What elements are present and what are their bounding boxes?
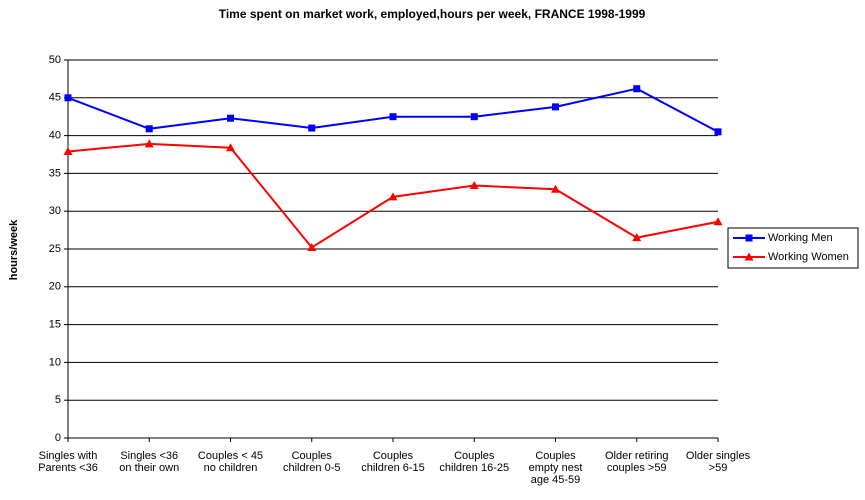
x-tick-label: Older retiring couples >59 xyxy=(604,450,669,474)
y-axis-label: hours/week xyxy=(8,219,20,280)
x-tick-label: Couples children 16-25 xyxy=(439,450,510,474)
y-tick-label: 40 xyxy=(49,130,61,142)
marker xyxy=(552,103,559,111)
x-tick-label: Couples children 0-5 xyxy=(283,450,341,474)
y-tick-label: 10 xyxy=(49,356,61,368)
y-tick-label: 35 xyxy=(49,167,61,179)
marker xyxy=(307,242,317,251)
marker xyxy=(470,113,478,121)
legend-label: Working Men xyxy=(768,232,833,244)
x-tick-label: Couples empty nest age 45-59 xyxy=(528,450,583,486)
marker xyxy=(63,146,73,155)
x-tick-label: Singles with Parents <36 xyxy=(38,450,98,474)
marker xyxy=(714,128,722,136)
x-tick-label: Couples < 45 no children xyxy=(197,450,264,474)
chart-title: Time spent on market work, employed,hour… xyxy=(219,7,646,21)
marker xyxy=(551,184,560,193)
marker xyxy=(713,217,723,226)
y-tick-label: 45 xyxy=(49,92,61,104)
y-tick-label: 5 xyxy=(55,394,61,406)
y-tick-label: 20 xyxy=(49,281,61,293)
marker xyxy=(632,233,642,242)
marker xyxy=(145,125,153,133)
marker xyxy=(388,192,398,201)
y-tick-label: 0 xyxy=(55,432,61,444)
y-tick-label: 50 xyxy=(49,54,61,66)
y-tick-label: 25 xyxy=(49,243,61,255)
y-tick-label: 15 xyxy=(49,319,61,331)
marker xyxy=(227,114,234,122)
x-tick-label: Older singles >59 xyxy=(685,450,751,474)
marker xyxy=(633,85,641,93)
marker xyxy=(64,94,72,102)
legend-marker xyxy=(745,234,753,242)
marker xyxy=(308,124,316,132)
marker xyxy=(226,143,235,152)
marker xyxy=(469,180,479,189)
legend-marker xyxy=(744,252,754,261)
series-line xyxy=(67,87,719,133)
marker xyxy=(389,113,397,121)
marker xyxy=(144,139,154,148)
x-tick-label: Couples children 6-15 xyxy=(361,450,425,474)
y-tick-label: 30 xyxy=(49,205,61,217)
legend-label: Working Women xyxy=(768,251,849,263)
x-tick-label: Singles <36 on their own xyxy=(119,450,180,474)
